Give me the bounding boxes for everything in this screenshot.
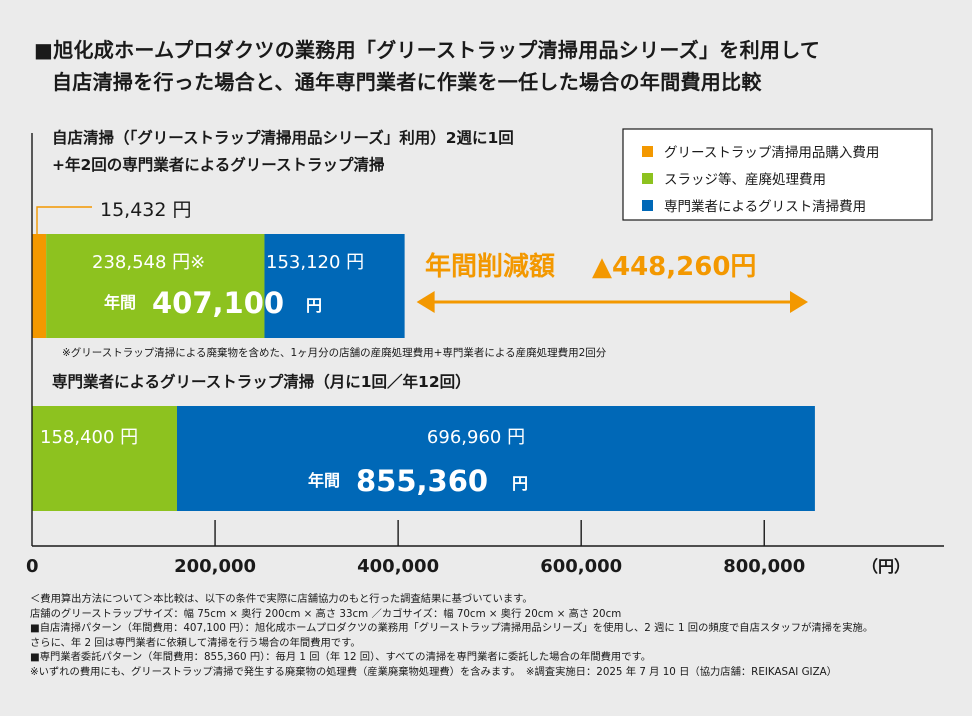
note-line: 店舗のグリーストラップサイズ：幅 75cm × 奥行 200cm × 高さ 33… [30, 607, 622, 620]
bar-label-self-cleaning-line2: +年2回の専門業者によるグリーストラップ清掃 [52, 155, 385, 174]
bar-segment-2-3 [176, 406, 815, 511]
callout-value-orange: 15,432 円 [100, 199, 192, 221]
x-tick-label: 400,000 [357, 556, 439, 577]
total-unit-2: 円 [512, 474, 528, 493]
total-unit-1: 円 [306, 296, 322, 315]
savings-value: ▲448,260円 [592, 252, 756, 282]
bar-segment-2-2 [32, 406, 177, 511]
note-line: さらに、年 2 回は専門業者に依頼して清掃を行う場合の年間費用です。 [30, 636, 361, 649]
bar-label-self-cleaning-line1: 自店清掃（「グリーストラップ清掃用品シリーズ」利用）2週に1回 [52, 128, 514, 147]
legend-swatch [642, 200, 653, 211]
bar-segment-1-3 [264, 234, 405, 338]
segment-label-contractor-1: 153,120 円 [266, 252, 364, 273]
x-tick-label: 800,000 [723, 556, 805, 577]
legend-swatch [642, 173, 653, 184]
segment-label-sludge-2: 158,400 円 [40, 427, 138, 448]
x-tick-label: 0 [26, 556, 39, 577]
savings-arrow-head-left [416, 291, 435, 313]
note-line: ■専門業者委託パターン（年間費用：855,360 円）：毎月 1 回（年 12 … [30, 651, 652, 664]
bar-segment-1-1 [32, 234, 47, 338]
segment-label-contractor-2: 696,960 円 [427, 427, 525, 448]
legend-swatch [642, 146, 653, 157]
legend-item: 専門業者によるグリスト清掃費用 [664, 198, 866, 215]
callout-line [36, 206, 92, 234]
legend-item: グリーストラップ清掃用品購入費用 [664, 144, 879, 161]
legend-item: スラッジ等、産廃処理費用 [664, 171, 826, 188]
total-value-1: 407,100 [152, 286, 284, 320]
savings-label: 年間削減額 [425, 251, 555, 282]
savings-arrow-head-right [790, 291, 808, 313]
total-prefix-2: 年間 [308, 471, 340, 490]
chart-title-line-2: 自店清掃を行った場合と、通年専門業者に作業を一任した場合の年間費用比較 [52, 70, 762, 94]
note-line: ■自店清掃パターン（年間費用：407,100 円）：旭化成ホームプロダクツの業務… [30, 622, 874, 635]
x-unit-label: （円） [862, 557, 910, 576]
x-tick-label: 600,000 [540, 556, 622, 577]
total-prefix-1: 年間 [104, 293, 136, 312]
bar-segment-1-2 [46, 234, 265, 338]
chart: 自店清掃（「グリーストラップ清掃用品シリーズ」利用）2週に1回 +年2回の専門業者… [26, 128, 944, 577]
total-value-2: 855,360 [356, 464, 488, 498]
method-notes: ＜費用算出方法について＞本比較は、以下の条件で実際に店舗協力のもと行った調査結果… [30, 592, 965, 680]
chart-title-line-1: ■旭化成ホームプロダクツの業務用「グリーストラップ清掃用品シリーズ」を利用して [34, 38, 821, 62]
x-tick-label: 200,000 [174, 556, 256, 577]
bar-label-contractor: 専門業者によるグリーストラップ清掃（月に1回／年12回） [52, 372, 471, 391]
note-line: ※いずれの費用にも、グリーストラップ清掃で発生する廃棄物の処理費（産業廃棄物処理… [30, 665, 837, 678]
segment-label-sludge-1: 238,548 円※ [92, 252, 205, 273]
bar-footnote: ※グリーストラップ清掃による廃棄物を含めた、1ヶ月分の店舗の産廃処理費用+専門業… [62, 346, 607, 359]
note-line: ＜費用算出方法について＞本比較は、以下の条件で実際に店舗協力のもと行った調査結果… [30, 593, 533, 605]
legend-box [622, 128, 933, 221]
